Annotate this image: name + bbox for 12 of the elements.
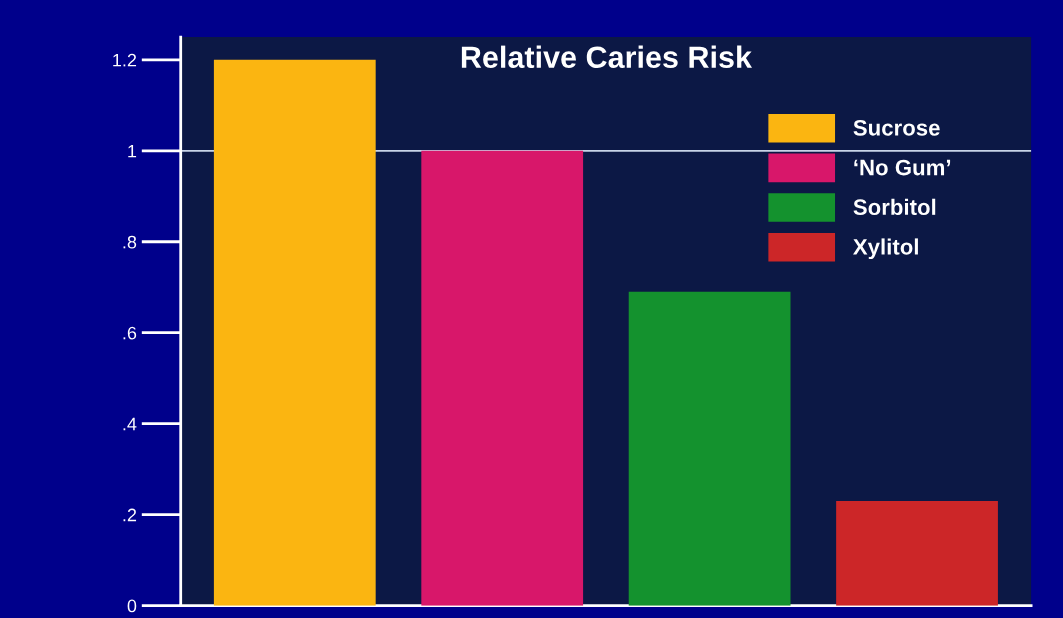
legend-label: Xylitol	[853, 238, 918, 260]
legend-label: Sucrose	[853, 119, 940, 136]
legend-label: Sorbitol	[853, 198, 936, 216]
chart-title: Relative Caries Risk	[461, 45, 753, 69]
y-tick-label: .4	[123, 417, 137, 431]
y-tick-label: 1	[128, 144, 137, 158]
y-tick-label: .8	[123, 235, 137, 249]
y-tick-label: 1.2	[113, 53, 137, 67]
legend-label: ‘No Gum’	[854, 159, 951, 176]
y-tick-label: 0	[127, 599, 137, 613]
y-tick-label: .6	[123, 326, 137, 340]
y-tick-label: .2	[123, 508, 137, 522]
